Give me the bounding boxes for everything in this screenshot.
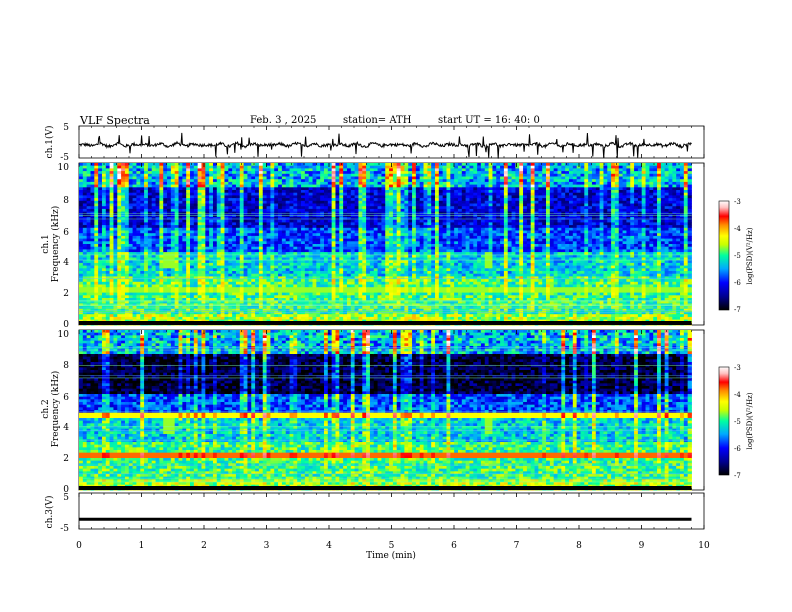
ch2-ytick-8: 8 bbox=[63, 361, 69, 371]
x-tick-label: 6 bbox=[451, 541, 457, 551]
ch3-ytick-bottom: -5 bbox=[60, 524, 69, 534]
x-tick-label: 1 bbox=[139, 541, 145, 551]
ch2-cb-tick-4: -4 bbox=[734, 391, 741, 399]
x-axis-ticks: 0 1 2 3 4 5 6 7 8 9 10 bbox=[76, 126, 710, 551]
x-tick-label: 2 bbox=[201, 541, 207, 551]
ch2-cb-tick-3: -3 bbox=[734, 364, 741, 372]
x-tick-label: 0 bbox=[76, 541, 82, 551]
ch2-ylabel-channel: ch.2 bbox=[41, 399, 51, 418]
ch1-ylabel-channel: ch.1 bbox=[41, 234, 51, 253]
ch3-ylabel: ch.3(V) bbox=[44, 496, 55, 529]
ch1-ytick-bottom: -5 bbox=[60, 153, 69, 163]
ch3-ytick-top: 5 bbox=[63, 493, 69, 503]
ch1-spectrogram-image bbox=[79, 163, 692, 326]
x-tick-label: 4 bbox=[326, 541, 332, 551]
ch1-cb-tick-4: -4 bbox=[734, 225, 741, 233]
ch1-cb-tick-6: -6 bbox=[734, 279, 741, 287]
ch2-colorbar-bar bbox=[718, 366, 730, 476]
ch1-cb-tick-5: -5 bbox=[734, 252, 741, 260]
start-time-label: start UT = 16: 40: 0 bbox=[438, 115, 540, 126]
x-axis-label: Time (min) bbox=[366, 550, 416, 561]
ch2-cb-tick-5: -5 bbox=[734, 418, 741, 426]
ch2-ytick-0: 0 bbox=[63, 485, 69, 495]
ch1-ytick-4: 4 bbox=[63, 258, 69, 268]
ch2-ytick-6: 6 bbox=[63, 393, 69, 403]
ch1-waveform-trace bbox=[78, 132, 692, 159]
ch1-cb-tick-7: -7 bbox=[734, 306, 741, 314]
ch1-waveform-panel: 5 -5 ch.1(V) bbox=[44, 123, 705, 163]
x-tick-label: 10 bbox=[698, 541, 710, 551]
ch2-cb-tick-6: -6 bbox=[734, 445, 741, 453]
ch2-spectrogram-image bbox=[79, 330, 692, 491]
ch2-cb-tick-7: -7 bbox=[734, 472, 741, 480]
ch1-ylabel: ch.1(V) bbox=[44, 126, 55, 159]
ch1-waveform-frame bbox=[78, 125, 705, 159]
x-tick-label: 3 bbox=[264, 541, 270, 551]
ch1-cb-tick-3: -3 bbox=[734, 198, 741, 206]
ch1-ytick-2: 2 bbox=[63, 289, 69, 299]
ch1-ytick-8: 8 bbox=[63, 196, 69, 206]
x-tick-label: 8 bbox=[576, 541, 582, 551]
ch3-waveform-frame bbox=[78, 492, 705, 530]
ch2-ytick-4: 4 bbox=[63, 423, 69, 433]
ch1-ytick-6: 6 bbox=[63, 228, 69, 238]
ch3-waveform-panel: 5 -5 ch.3(V) bbox=[44, 492, 705, 534]
ch1-spectrogram-panel: 10 8 6 4 2 0 ch.1 Frequency (kHz) bbox=[41, 162, 705, 330]
station-label: station= ATH bbox=[343, 115, 412, 126]
figure-title: VLF Spectra bbox=[79, 114, 150, 127]
x-tick-label: 9 bbox=[639, 541, 645, 551]
ch1-colorbar: -3 -4 -5 -6 -7 log(PSD)(V²/Hz) bbox=[718, 198, 754, 314]
x-tick-label: 5 bbox=[389, 541, 395, 551]
ch2-ylabel-frequency: Frequency (kHz) bbox=[50, 371, 61, 448]
ch1-ylabel-frequency: Frequency (kHz) bbox=[50, 206, 61, 283]
date-label: Feb. 3 , 2025 bbox=[250, 115, 316, 126]
ch1-colorbar-label: log(PSD)(V²/Hz) bbox=[746, 227, 754, 284]
ch2-ytick-2: 2 bbox=[63, 454, 69, 464]
ch2-colorbar-label: log(PSD)(V²/Hz) bbox=[746, 392, 754, 449]
ch1-ytick-top: 5 bbox=[63, 123, 69, 133]
ch1-colorbar-bar bbox=[718, 200, 730, 311]
x-tick-label: 7 bbox=[514, 541, 520, 551]
ch1-ytick-0: 0 bbox=[63, 320, 69, 330]
ch2-ytick-10: 10 bbox=[58, 330, 70, 340]
ch2-colorbar: -3 -4 -5 -6 -7 log(PSD)(V²/Hz) bbox=[718, 364, 754, 480]
ch2-spectrogram-panel: 10 8 6 4 2 0 ch.2 Frequency (kHz) bbox=[41, 329, 705, 495]
ch1-ytick-10: 10 bbox=[58, 163, 70, 173]
